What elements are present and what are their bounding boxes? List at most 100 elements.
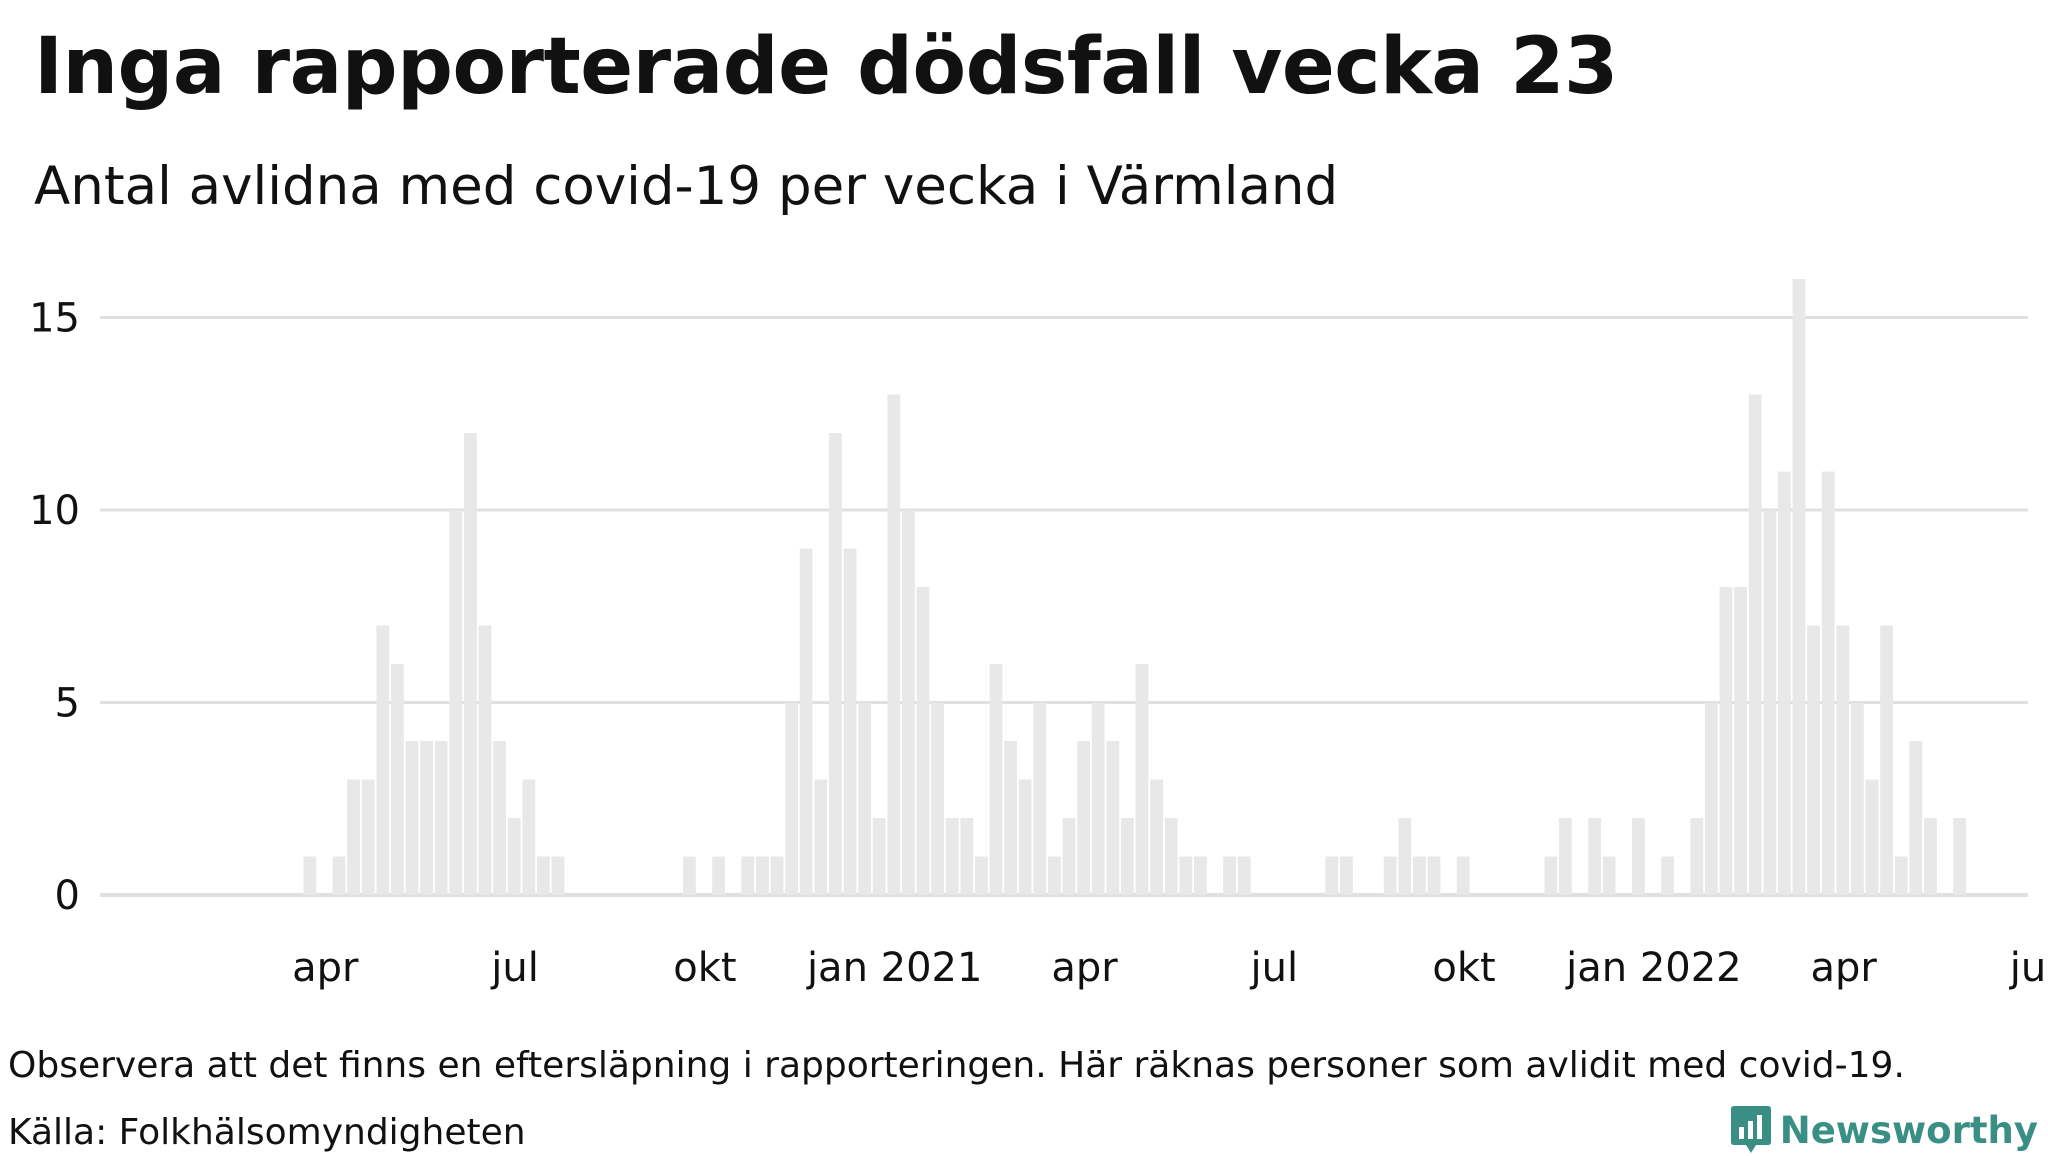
x-tick-label: okt — [1432, 945, 1495, 991]
bar — [916, 587, 930, 895]
bar — [756, 856, 769, 895]
bar — [1909, 741, 1923, 895]
bar — [1953, 818, 1966, 895]
bar — [1748, 394, 1762, 895]
bar — [478, 625, 492, 895]
bar — [1062, 818, 1076, 895]
bar — [1135, 664, 1149, 895]
y-tick-label: 15 — [29, 296, 80, 342]
bar — [1004, 741, 1017, 895]
bar — [420, 741, 433, 895]
bar — [872, 818, 886, 895]
bar — [799, 548, 813, 895]
bar — [683, 856, 696, 895]
bar — [960, 818, 974, 895]
bar — [1880, 625, 1893, 895]
bar — [376, 625, 390, 895]
bar — [829, 433, 842, 895]
bar — [858, 702, 871, 895]
bar-chart: 0 5 10 15 apr jul okt jan 2021 apr jul okt jan 202… — [29, 279, 2048, 991]
footnote: Observera att det finns en eftersläpning… — [8, 1045, 1905, 1086]
chart-subtitle: Antal avlidna med covid-19 per vecka i V… — [34, 156, 1339, 217]
bar — [1340, 856, 1353, 895]
x-tick-label: jan 2021 — [806, 945, 983, 991]
y-tick-label: 0 — [55, 873, 80, 919]
bar — [1018, 779, 1032, 895]
x-tick-label: okt — [673, 945, 736, 991]
chart-title: Inga rapporterade dödsfall vecka 23 — [34, 22, 1618, 112]
x-axis-ticks: apr jul okt jan 2021 apr jul okt jan 2022 apr jul — [292, 945, 2048, 991]
bar — [1121, 818, 1134, 895]
bar — [887, 394, 901, 895]
bar — [1602, 856, 1616, 895]
bar — [945, 818, 959, 895]
bar — [1632, 818, 1645, 895]
bar — [741, 856, 755, 895]
bar — [1851, 702, 1864, 895]
bar — [1821, 471, 1835, 895]
bar — [770, 856, 784, 895]
bar — [814, 779, 828, 895]
bar — [1705, 702, 1718, 895]
bar — [361, 779, 375, 895]
x-tick-label: jul — [2009, 945, 2048, 991]
bars — [303, 279, 1966, 895]
bar — [989, 664, 1003, 895]
bar — [1325, 856, 1339, 895]
bar — [1077, 741, 1090, 895]
bar — [1807, 625, 1820, 895]
bar — [1091, 702, 1105, 895]
bar — [464, 433, 477, 895]
bar — [522, 779, 536, 895]
brand-logo: Newsworthy — [1730, 1104, 2038, 1156]
bar — [712, 856, 725, 895]
bar — [1559, 818, 1572, 895]
bar — [1413, 856, 1426, 895]
bar — [493, 741, 506, 895]
bar — [1179, 856, 1193, 895]
bar — [347, 779, 360, 895]
x-tick-label: apr — [292, 945, 359, 991]
bar — [1661, 856, 1674, 895]
bar — [537, 856, 550, 895]
bar — [1427, 856, 1441, 895]
bar — [405, 741, 419, 895]
bar — [1924, 818, 1937, 895]
bar — [1734, 587, 1747, 895]
bar — [1894, 856, 1908, 895]
bar — [931, 702, 944, 895]
bar — [1106, 741, 1120, 895]
bar — [391, 664, 404, 895]
bar — [975, 856, 988, 895]
bar — [1194, 856, 1207, 895]
bar — [1690, 818, 1704, 895]
bar — [1865, 779, 1879, 895]
bar — [1048, 856, 1061, 895]
bar — [1383, 856, 1397, 895]
bar — [332, 856, 346, 895]
bar — [1164, 818, 1178, 895]
newsworthy-logo-icon — [1730, 1106, 1771, 1153]
x-tick-label: jul — [490, 945, 539, 991]
bar — [1778, 471, 1791, 895]
bar — [1456, 856, 1470, 895]
bar — [1150, 779, 1163, 895]
bar — [1588, 818, 1601, 895]
bar — [1033, 702, 1047, 895]
bar — [1763, 510, 1777, 895]
bar — [1792, 279, 1806, 895]
x-tick-label: apr — [1811, 945, 1878, 991]
bar — [434, 741, 448, 895]
bar — [785, 702, 798, 895]
bar — [1836, 625, 1850, 895]
bar — [1223, 856, 1236, 895]
bar — [551, 856, 565, 895]
y-tick-label: 5 — [55, 681, 80, 727]
x-tick-label: jul — [1250, 945, 1299, 991]
bar — [449, 510, 463, 895]
bar — [303, 856, 317, 895]
x-tick-label: apr — [1051, 945, 1118, 991]
bar — [1398, 818, 1412, 895]
y-axis-ticks: 0 5 10 15 — [29, 296, 80, 920]
y-tick-label: 10 — [29, 488, 80, 534]
